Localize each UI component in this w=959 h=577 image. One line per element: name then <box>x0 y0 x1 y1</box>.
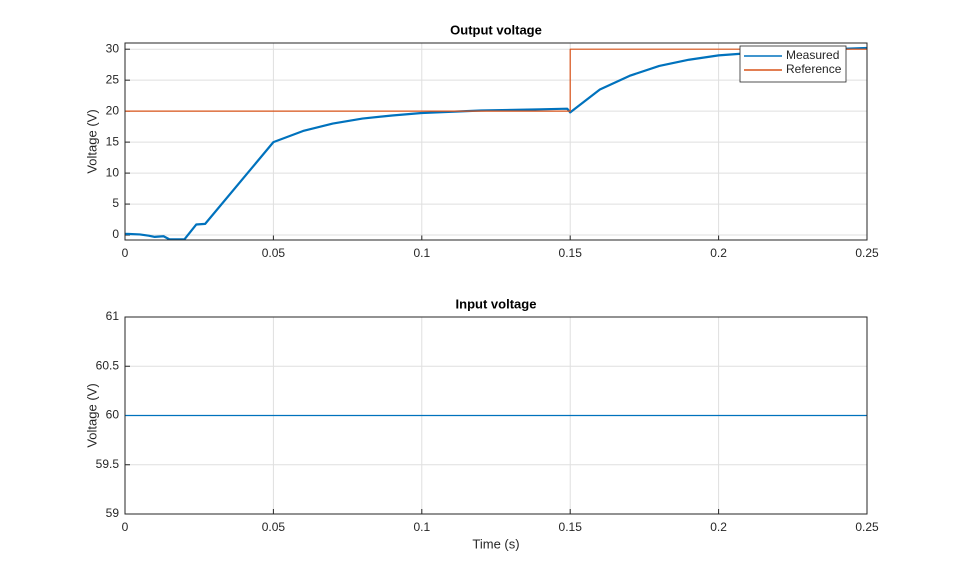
data-line <box>125 48 867 112</box>
y-tick-label: 59.5 <box>96 457 120 471</box>
y-tick-label: 59 <box>106 506 120 520</box>
axes-box <box>124 42 868 241</box>
y-tick-label: 0 <box>112 227 119 241</box>
y-tick-label: 61 <box>106 309 120 323</box>
y-tick-label: 15 <box>106 134 120 148</box>
legend-label: Reference <box>786 62 842 76</box>
chart-title: Input voltage <box>456 296 537 311</box>
x-tick-label: 0.15 <box>559 246 583 260</box>
x-tick-label: 0.2 <box>710 520 727 534</box>
x-tick-label: 0.05 <box>262 246 286 260</box>
x-tick-label: 0.15 <box>559 520 583 534</box>
x-tick-label: 0.05 <box>262 520 286 534</box>
data-line <box>124 46 868 241</box>
y-tick-label: 20 <box>106 103 120 117</box>
y-tick-label: 30 <box>106 41 120 55</box>
y-tick-label: 5 <box>112 196 119 210</box>
legend-label: Measured <box>786 48 839 62</box>
y-tick-label: 60.5 <box>96 358 120 372</box>
legend-box <box>739 45 847 83</box>
axes-box <box>124 316 868 515</box>
x-tick-label: 0.2 <box>710 246 727 260</box>
y-axis-label: Voltage (V) <box>84 109 99 173</box>
chart-title: Output voltage <box>450 22 542 37</box>
y-tick-label: 10 <box>106 165 120 179</box>
x-tick-label: 0 <box>122 246 129 260</box>
y-axis-label: Voltage (V) <box>84 383 99 447</box>
y-tick-label: 60 <box>106 408 120 422</box>
x-tick-label: 0.25 <box>855 520 879 534</box>
x-tick-label: 0.1 <box>413 520 430 534</box>
y-tick-label: 25 <box>106 72 120 86</box>
x-axis-label: Time (s) <box>472 536 519 551</box>
x-tick-label: 0.1 <box>413 246 430 260</box>
x-tick-label: 0.25 <box>855 246 879 260</box>
x-tick-label: 0 <box>122 520 129 534</box>
